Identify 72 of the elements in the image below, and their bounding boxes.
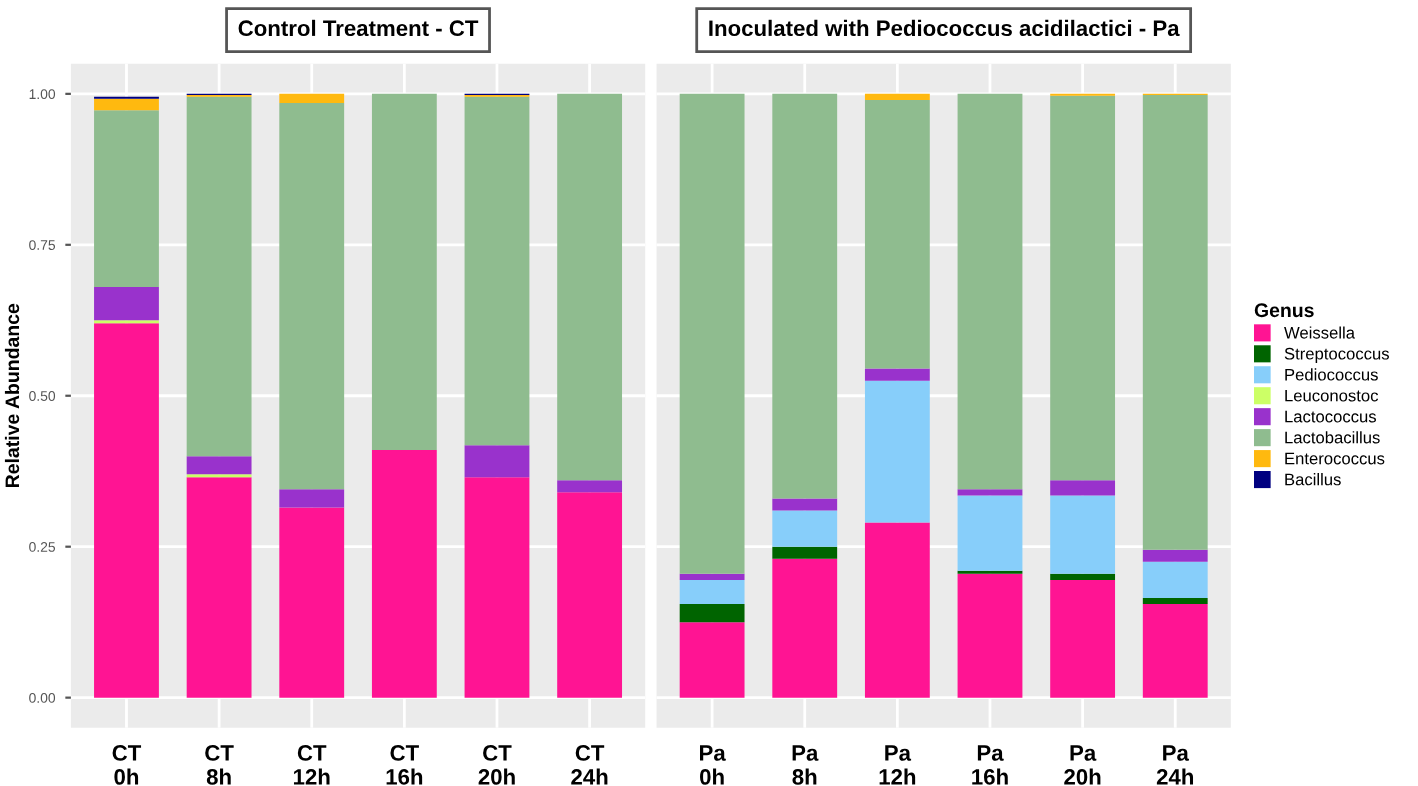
bar [1050, 579, 1116, 698]
x-tick-label: CT 20h [478, 745, 515, 785]
x-tick-label: CT 16h [386, 745, 423, 785]
bar [1142, 95, 1208, 550]
bar [679, 579, 745, 605]
bar [864, 93, 930, 100]
bar [1050, 573, 1116, 580]
bar [1142, 604, 1208, 698]
x-tick-label: Pa 0h [700, 745, 726, 785]
legend-label: Enterococcus [1285, 452, 1385, 465]
x-tick-label: Pa 20h [1064, 745, 1101, 785]
bar [1050, 95, 1116, 481]
bar [957, 489, 1023, 496]
bar [557, 480, 623, 493]
bar [186, 96, 252, 457]
bar [772, 510, 838, 547]
bar [772, 93, 838, 499]
bar [464, 445, 530, 478]
bar [679, 604, 745, 623]
bar [1142, 549, 1208, 562]
legend-title: Genus [1254, 303, 1314, 318]
bar [772, 498, 838, 511]
bar [94, 110, 159, 288]
bar [1142, 561, 1208, 599]
y-axis-title: Relative Abundance [4, 303, 20, 487]
bar [371, 93, 437, 451]
bar [94, 287, 159, 321]
legend-label: Leuconostoc [1285, 389, 1379, 402]
bar [464, 96, 530, 446]
bar [279, 102, 345, 490]
chart-title: Inoculated with Pediococcus acidilactici - Pa [709, 19, 1180, 37]
bar [679, 93, 745, 574]
legend-label: Pediococcus [1285, 368, 1378, 381]
bar [772, 558, 838, 698]
bar [557, 93, 623, 481]
legend-label: Streptococcus [1284, 347, 1389, 363]
bar [864, 99, 930, 369]
bar [957, 93, 1023, 490]
bar [1050, 480, 1116, 496]
x-tick-label: CT 24h [571, 745, 608, 785]
bar [94, 98, 159, 111]
x-tick-label: Pa 8h [792, 745, 819, 785]
bar [864, 368, 930, 381]
bar [1050, 495, 1116, 574]
x-tick-label: CT 8h [205, 745, 234, 785]
bar [186, 456, 252, 475]
x-tick-label: CT 12h [293, 745, 330, 785]
x-tick-label: Pa 12h [879, 745, 916, 785]
bar [957, 573, 1023, 698]
chart-title: Control Treatment - CT [238, 19, 479, 37]
bar [864, 380, 930, 523]
bar [1142, 598, 1208, 605]
bar [557, 492, 623, 698]
bar [957, 495, 1023, 571]
x-tick-label: Pa 24h [1156, 745, 1194, 785]
x-tick-label: Pa 16h [972, 745, 1008, 785]
bar [772, 546, 838, 559]
bar [679, 622, 745, 698]
bar [279, 489, 345, 508]
bar [464, 477, 530, 698]
bar [279, 507, 345, 698]
bar [371, 450, 437, 698]
bar [279, 93, 345, 103]
legend-label: Lactococcus [1285, 410, 1377, 423]
legend-label: Lactobacillus [1285, 431, 1380, 444]
bar [864, 522, 930, 698]
bar [679, 573, 745, 580]
x-tick-label: CT 0h [112, 745, 142, 785]
bar [186, 477, 252, 698]
legend-label: Weissella [1284, 326, 1355, 339]
legend-label: Bacillus [1285, 473, 1341, 486]
bar [94, 323, 159, 698]
